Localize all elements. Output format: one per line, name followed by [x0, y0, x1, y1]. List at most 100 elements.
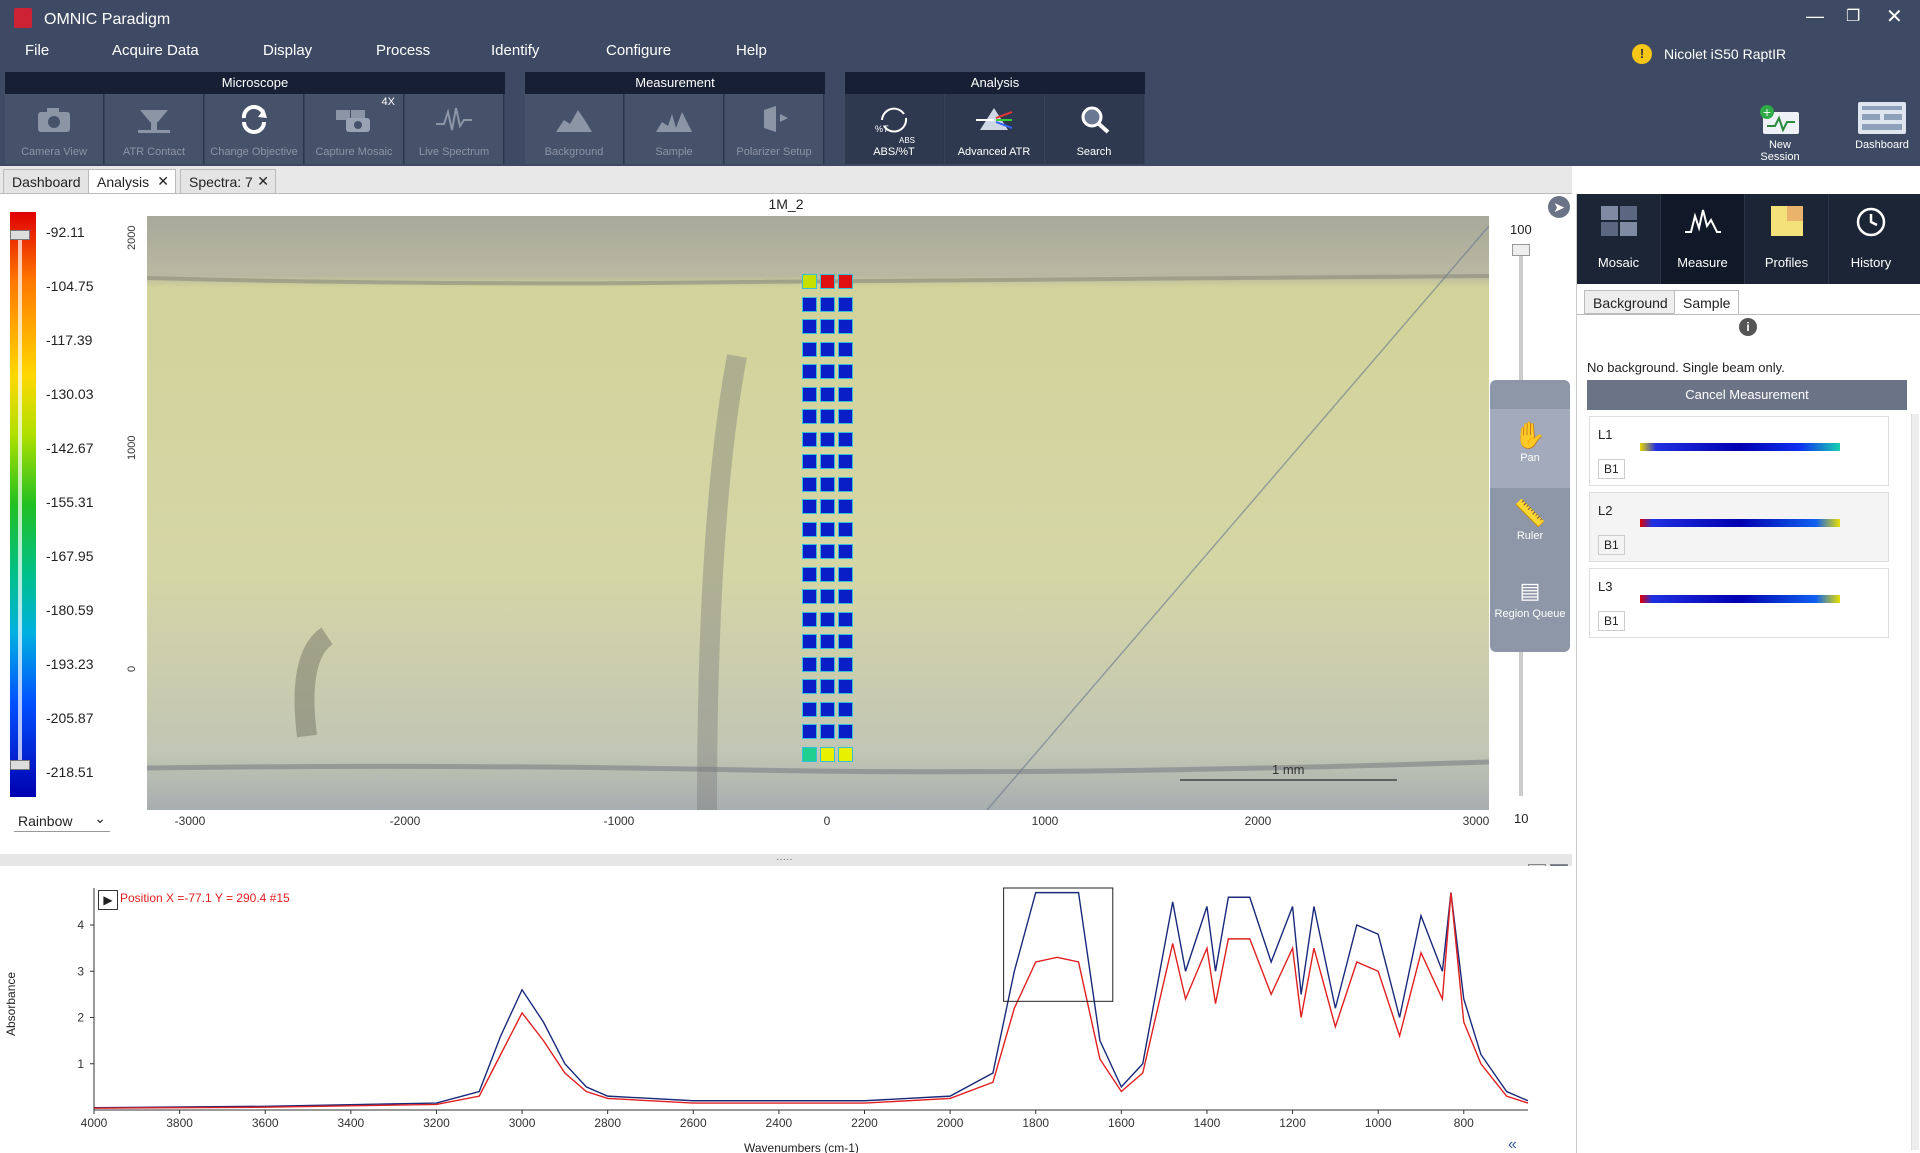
play-icon[interactable]: ▶: [98, 890, 118, 910]
tab-measure[interactable]: Measure: [1661, 194, 1745, 284]
measurement-point[interactable]: [820, 499, 835, 514]
tab-spectra-close-icon[interactable]: ✕: [257, 173, 269, 189]
measurement-point-grid[interactable]: [802, 274, 858, 778]
menu-help[interactable]: Help: [736, 42, 767, 59]
measurement-point[interactable]: [838, 409, 853, 424]
measurement-point[interactable]: [838, 386, 853, 402]
info-icon[interactable]: i: [1739, 318, 1757, 336]
measurement-point[interactable]: [838, 341, 853, 357]
beam-badge[interactable]: B1: [1598, 611, 1625, 631]
measurement-point[interactable]: [820, 634, 835, 649]
beam-badge[interactable]: B1: [1598, 535, 1625, 555]
background-button[interactable]: Background: [525, 94, 624, 164]
measurement-point[interactable]: [802, 701, 817, 717]
measurement-point[interactable]: [838, 476, 853, 492]
sample-button[interactable]: Sample: [625, 94, 724, 164]
camera-view-button[interactable]: Camera View: [5, 94, 104, 164]
measurement-point[interactable]: [802, 409, 817, 424]
change-objective-button[interactable]: Change Objective: [205, 94, 304, 164]
measurement-point[interactable]: [820, 274, 835, 289]
measurement-point[interactable]: [838, 656, 853, 672]
measurement-point[interactable]: [820, 701, 835, 717]
measurement-point[interactable]: [820, 431, 835, 447]
measurement-point[interactable]: [838, 499, 853, 514]
measurement-point[interactable]: [802, 296, 817, 312]
abs-t-button[interactable]: %T ABS ABS/%T: [845, 94, 944, 164]
measurement-point[interactable]: [820, 746, 835, 762]
tab-profiles[interactable]: Profiles: [1745, 194, 1829, 284]
measurement-point[interactable]: [820, 296, 835, 312]
measurement-point[interactable]: [802, 724, 817, 739]
color-range-min-handle[interactable]: [10, 760, 30, 770]
menu-process[interactable]: Process: [376, 42, 431, 59]
measurement-point[interactable]: [838, 611, 853, 627]
search-button[interactable]: Search: [1045, 94, 1144, 164]
subtab-sample[interactable]: Sample: [1674, 290, 1740, 314]
measurement-point[interactable]: [820, 724, 835, 739]
measurement-point[interactable]: [820, 521, 835, 537]
measurement-point[interactable]: [820, 679, 835, 694]
menu-acquire-data[interactable]: Acquire Data: [112, 42, 199, 59]
measurement-point[interactable]: [838, 701, 853, 717]
measurement-point[interactable]: [802, 679, 817, 694]
measurement-point[interactable]: [838, 679, 853, 694]
measurement-point[interactable]: [820, 364, 835, 379]
menu-configure[interactable]: Configure: [606, 42, 672, 59]
maximize-icon[interactable]: ❐: [1846, 8, 1861, 25]
measurement-point[interactable]: [838, 521, 853, 537]
atr-contact-button[interactable]: ATR Contact: [105, 94, 204, 164]
zoom-slider-handle[interactable]: [1512, 244, 1530, 256]
beam-badge[interactable]: B1: [1598, 459, 1625, 479]
measurement-point[interactable]: [802, 521, 817, 537]
measurement-point[interactable]: [820, 341, 835, 357]
measurement-point[interactable]: [838, 431, 853, 447]
polarizer-setup-button[interactable]: Polarizer Setup: [725, 94, 824, 164]
measurement-point[interactable]: [802, 499, 817, 514]
measurement-point[interactable]: [838, 544, 853, 559]
measurement-point[interactable]: [802, 634, 817, 649]
live-spectrum-button[interactable]: Live Spectrum: [405, 94, 504, 164]
mosaic-image[interactable]: [147, 216, 1489, 810]
instrument-status[interactable]: Nicolet iS50 RaptIR: [1664, 46, 1787, 62]
measurement-point[interactable]: [802, 566, 817, 582]
measurement-point[interactable]: [802, 319, 817, 334]
menu-file[interactable]: File: [25, 42, 50, 59]
measurement-point[interactable]: [802, 274, 817, 289]
measurement-point[interactable]: [820, 589, 835, 604]
measurement-point[interactable]: [838, 319, 853, 334]
pan-tool[interactable]: ✋ Pan: [1490, 410, 1570, 488]
measurement-point[interactable]: [820, 409, 835, 424]
measurement-point[interactable]: [802, 386, 817, 402]
measurement-point[interactable]: [802, 454, 817, 469]
measurement-point[interactable]: [802, 364, 817, 379]
measurement-point[interactable]: [802, 476, 817, 492]
measurement-point[interactable]: [820, 566, 835, 582]
tab-spectra[interactable]: Spectra: 7 ✕: [180, 169, 276, 193]
measurement-point[interactable]: [820, 611, 835, 627]
measurement-point[interactable]: [838, 566, 853, 582]
line-card-l3[interactable]: L3 B1: [1589, 568, 1889, 638]
measurement-point[interactable]: [838, 724, 853, 739]
measurement-point[interactable]: [802, 589, 817, 604]
measurement-point[interactable]: [802, 341, 817, 357]
minimize-icon[interactable]: —: [1806, 6, 1824, 26]
pane-splitter[interactable]: ·····: [0, 854, 1572, 866]
measurement-point[interactable]: [820, 544, 835, 559]
measurement-point[interactable]: [838, 296, 853, 312]
measurement-point[interactable]: [802, 656, 817, 672]
region-queue-tool[interactable]: ▤ Region Queue: [1490, 566, 1570, 644]
ruler-tool[interactable]: 📏 Ruler: [1490, 488, 1570, 566]
measurement-point[interactable]: [802, 611, 817, 627]
measurement-point[interactable]: [820, 386, 835, 402]
cancel-measurement-button[interactable]: Cancel Measurement: [1587, 380, 1907, 410]
measurement-point[interactable]: [838, 454, 853, 469]
measurement-point[interactable]: [838, 589, 853, 604]
measurement-point[interactable]: [820, 476, 835, 492]
tab-history[interactable]: History: [1829, 194, 1913, 284]
measurement-point[interactable]: [820, 454, 835, 469]
tab-analysis[interactable]: Analysis ✕: [88, 169, 176, 193]
measurement-point[interactable]: [802, 431, 817, 447]
close-icon[interactable]: ✕: [1886, 6, 1903, 28]
color-scheme-select[interactable]: Rainbow ⌄: [14, 810, 110, 832]
tools-grip[interactable]: [1490, 380, 1570, 410]
